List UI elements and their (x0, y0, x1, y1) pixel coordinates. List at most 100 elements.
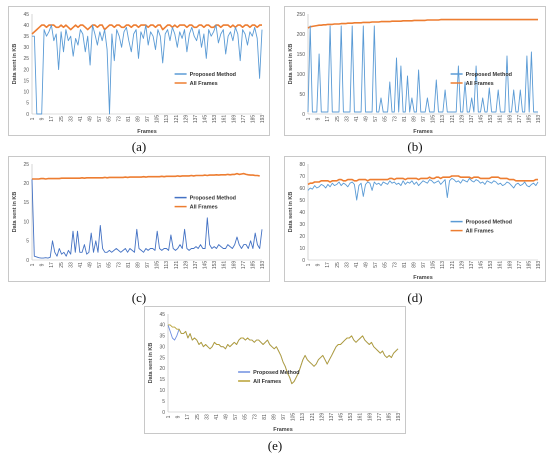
x-tick-label: 145 (203, 261, 209, 270)
x-tick-label: 153 (488, 261, 494, 270)
x-tick-label: 41 (354, 262, 360, 268)
y-tick-label: 30 (299, 222, 305, 228)
x-tick-label: 161 (222, 261, 228, 270)
y-axis-label: Data sent in KB (288, 44, 294, 85)
x-tick-label: 49 (224, 414, 230, 420)
chart-d: 0 10 20 30 40 50 60 70 80 1 9 17 25 33 41 49 57 65 73 81 89 9… (284, 156, 546, 282)
x-tick-label: 65 (107, 116, 113, 122)
series-line-all-frames (168, 324, 399, 385)
x-tick-label: 153 (212, 261, 218, 270)
x-tick-label: 25 (335, 262, 341, 268)
series-line-proposed-method (307, 25, 538, 113)
chart-panel-c: 0 5 10 15 20 25 1 9 17 25 33 41 49 57 65 73 81 89 97 105 113… (8, 156, 270, 282)
x-tick-label: 129 (459, 261, 465, 270)
y-tick-label: 50 (299, 92, 305, 98)
y-tick-label: 30 (23, 45, 29, 51)
x-tick-label: 73 (116, 262, 122, 268)
caption-d: (d) (407, 290, 423, 305)
y-tick-label: 70 (299, 174, 305, 180)
x-tick-label: 137 (193, 115, 199, 124)
x-tick-label: 121 (174, 115, 180, 124)
x-tick-label: 57 (97, 116, 103, 122)
x-tick-label: 65 (107, 262, 113, 268)
x-tick-label: 17 (49, 116, 55, 122)
x-tick-label: 65 (383, 116, 389, 122)
y-tick-label: 0 (26, 112, 29, 118)
x-tick-label: 161 (358, 413, 364, 422)
x-tick-label: 137 (329, 413, 335, 422)
x-tick-label: 33 (204, 414, 210, 420)
x-tick-label: 105 (431, 115, 437, 124)
legend-label: All Frames (253, 379, 281, 385)
x-tick-label: 129 (459, 115, 465, 124)
x-tick-label: 137 (193, 261, 199, 270)
x-tick-label: 97 (145, 116, 151, 122)
x-axis-label: Frames (273, 427, 293, 433)
y-tick-label: 40 (159, 323, 165, 329)
x-tick-label: 169 (367, 413, 373, 422)
chart-frame (144, 306, 406, 434)
x-tick-label: 121 (310, 413, 316, 422)
x-tick-label: 161 (222, 115, 228, 124)
x-tick-label: 1 (306, 263, 312, 266)
series-line-all-frames (307, 175, 538, 186)
x-tick-label: 145 (479, 115, 485, 124)
x-tick-label: 17 (185, 414, 191, 420)
y-tick-label: 5 (162, 399, 165, 405)
y-tick-label: 35 (159, 334, 165, 340)
y-tick-label: 20 (159, 366, 165, 372)
y-tick-label: 0 (302, 112, 305, 118)
y-tick-label: 150 (297, 52, 306, 58)
x-tick-label: 169 (507, 261, 513, 270)
y-tick-label: 10 (159, 388, 165, 394)
x-tick-label: 81 (262, 414, 268, 420)
legend-label: Proposed Method (466, 220, 512, 226)
x-tick-label: 185 (386, 413, 392, 422)
x-tick-label: 177 (241, 261, 247, 270)
x-tick-label: 105 (155, 115, 161, 124)
legend-label: Proposed Method (190, 72, 236, 78)
x-tick-label: 113 (440, 115, 446, 123)
x-tick-label: 193 (260, 261, 266, 270)
x-tick-label: 81 (126, 262, 132, 268)
x-axis-label: Frames (413, 129, 433, 135)
x-tick-label: 97 (421, 116, 427, 122)
x-tick-label: 121 (450, 115, 456, 124)
chart-panel-d: 0 10 20 30 40 50 60 70 80 1 9 17 25 33 41 49 57 65 73 81 89 9… (284, 156, 546, 282)
x-tick-label: 129 (183, 115, 189, 124)
x-tick-label: 73 (392, 116, 398, 122)
legend-label: All Frames (466, 229, 494, 235)
chart-panel-e: 0 5 10 15 20 25 30 35 40 45 1 9 17 25 33 41 49 57 65 73 81 89… (144, 306, 406, 434)
x-tick-label: 89 (271, 414, 277, 420)
x-tick-label: 169 (507, 115, 513, 124)
y-tick-label: 60 (299, 186, 305, 192)
x-tick-label: 1 (166, 415, 172, 418)
y-tick-label: 0 (26, 258, 29, 264)
x-tick-label: 105 (291, 413, 297, 422)
x-tick-label: 17 (49, 262, 55, 268)
x-tick-label: 33 (344, 116, 350, 122)
x-tick-label: 185 (526, 115, 532, 124)
y-tick-label: 35 (23, 34, 29, 40)
y-tick-label: 15 (159, 377, 165, 383)
y-axis-label: Data sent in KB (12, 192, 18, 233)
caption-e: (e) (267, 438, 283, 453)
y-tick-label: 45 (159, 312, 165, 318)
x-tick-label: 121 (174, 261, 180, 270)
x-tick-label: 25 (59, 116, 65, 122)
x-tick-label: 129 (319, 413, 325, 422)
y-tick-label: 50 (299, 198, 305, 204)
x-tick-label: 73 (116, 116, 122, 122)
x-axis-label: Frames (137, 129, 157, 135)
x-tick-label: 97 (281, 414, 287, 420)
x-tick-label: 113 (164, 115, 170, 123)
x-tick-label: 41 (78, 262, 84, 268)
y-tick-label: 0 (302, 258, 305, 264)
y-tick-label: 30 (159, 344, 165, 350)
x-tick-label: 105 (431, 261, 437, 270)
x-tick-label: 9 (316, 117, 322, 120)
series-line-proposed-method (32, 24, 263, 115)
x-tick-label: 33 (68, 262, 74, 268)
